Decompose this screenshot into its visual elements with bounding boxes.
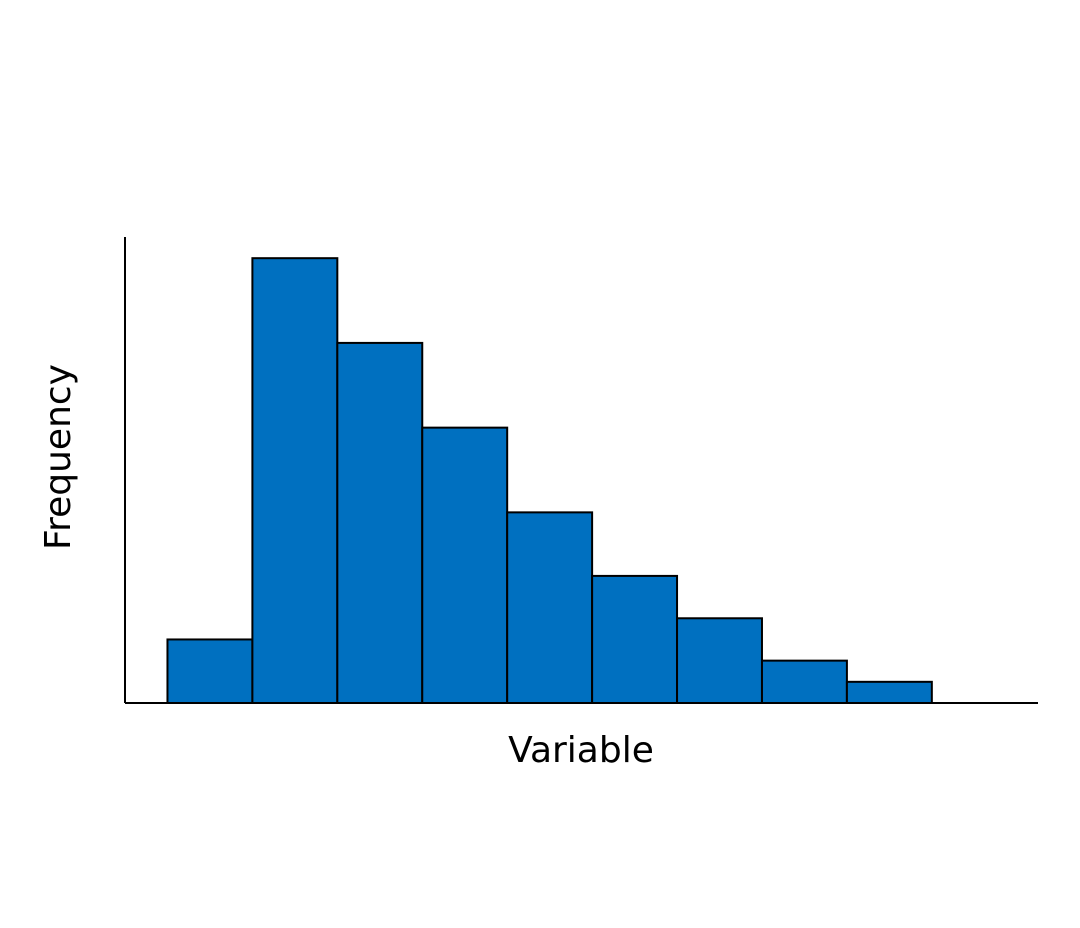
bar xyxy=(760,659,848,704)
bar xyxy=(676,617,763,704)
bar xyxy=(251,257,339,704)
x-axis-label: Variable xyxy=(508,730,654,771)
bar xyxy=(506,511,594,705)
bar xyxy=(591,574,679,705)
bar xyxy=(166,638,254,704)
bar xyxy=(336,341,424,704)
y-axis-label: Frequency xyxy=(38,364,79,550)
bar xyxy=(421,426,509,704)
bar xyxy=(845,680,933,704)
